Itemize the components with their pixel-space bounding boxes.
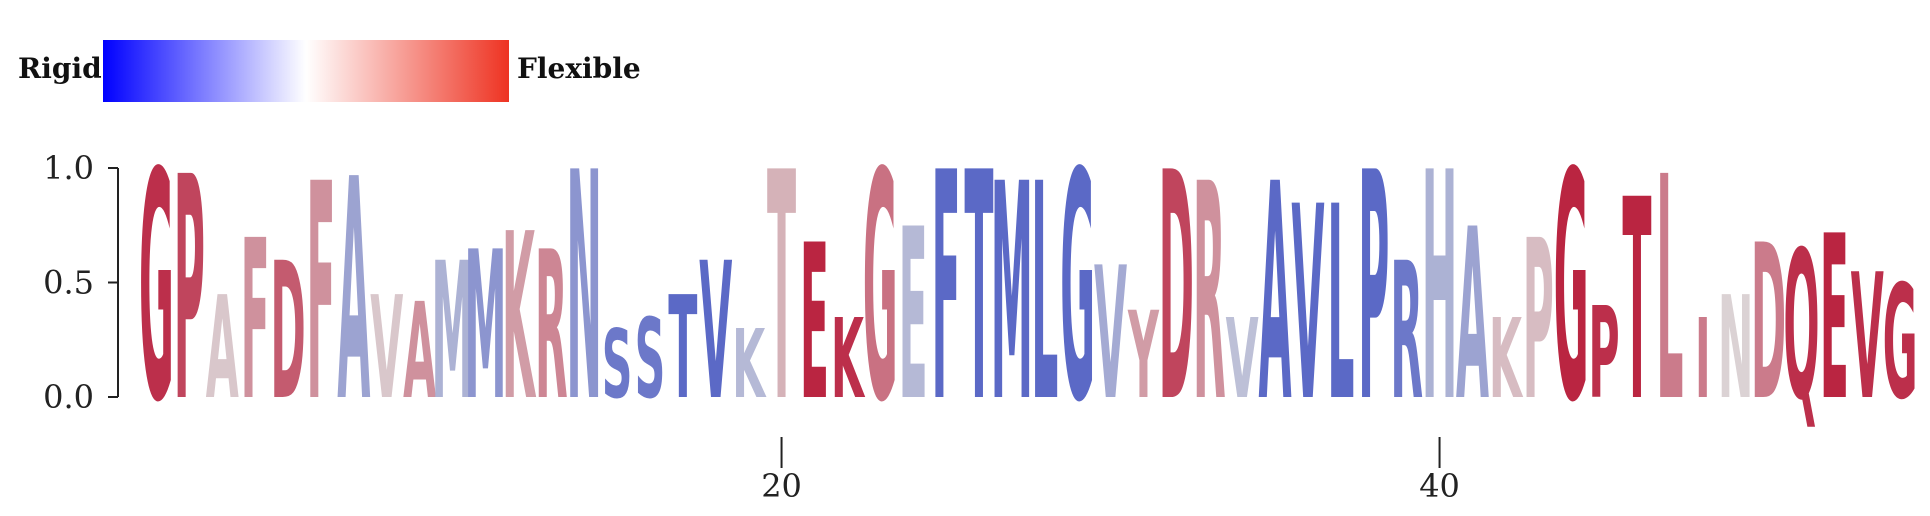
logo-letter: A: [403, 276, 436, 429]
logo-letter: E: [1820, 189, 1849, 451]
x-ticks: 20 40: [761, 437, 1460, 505]
logo-letter: S: [602, 310, 633, 420]
logo-letter: R: [535, 208, 568, 445]
logo-letter: I: [1695, 296, 1711, 423]
y-tick-label: 1.0: [43, 149, 94, 187]
x-tick-label: 40: [1419, 467, 1460, 505]
logo-letter: L: [1656, 112, 1683, 470]
logo-letter: D: [270, 224, 305, 442]
logo-letter: E: [899, 179, 928, 454]
logo-letter: G: [863, 106, 898, 471]
logo-letter: R: [1193, 122, 1226, 468]
logo-letter: M: [464, 208, 506, 445]
logo-letter: G: [1060, 106, 1095, 471]
y-tick-label: 0.5: [43, 264, 94, 302]
logo-letter: A: [1259, 122, 1292, 468]
legend-flexible-label: Flexible: [517, 52, 641, 85]
logo-letter: K: [1489, 296, 1524, 423]
logo-letter: V: [1291, 151, 1324, 462]
logo-letter: G: [1883, 252, 1918, 435]
logo-letter: D: [1751, 201, 1786, 448]
y-tick-label: 0.0: [43, 378, 94, 416]
logo-letter: G: [1554, 106, 1589, 471]
logo-letter: V: [370, 266, 403, 431]
logo-letter: H: [1422, 106, 1458, 471]
y-ticks: 0.0 0.5 1.0: [43, 149, 118, 416]
logo-letter: T: [767, 106, 796, 471]
logo-letter: T: [1622, 141, 1651, 463]
logo-letter: K: [732, 310, 766, 420]
y-axis: 0.0 0.5 1.0: [43, 149, 119, 416]
legend-rigid-label: Rigid: [18, 52, 102, 85]
logo-letter: E: [800, 201, 829, 448]
logo-letter: V: [1851, 237, 1884, 437]
legend: Rigid Flexible: [18, 40, 641, 102]
logo-letter: F: [241, 195, 270, 449]
logo-letter: R: [1390, 224, 1423, 442]
logo-letter: S: [635, 296, 666, 423]
logo-letter: A: [206, 266, 239, 431]
x-tick-label: 20: [761, 467, 802, 505]
logo-letter: K: [502, 185, 536, 451]
logo-letter: T: [668, 266, 697, 431]
logo-letter: N: [566, 106, 602, 471]
logo-letter: T: [964, 106, 993, 471]
logo-letter: Q: [1783, 208, 1819, 445]
logo-letter: A: [337, 116, 370, 470]
logo-letter: N: [1718, 266, 1754, 431]
logo-letter: F: [931, 106, 960, 471]
legend-colorbar: [103, 40, 509, 102]
logo-letter: L: [1327, 151, 1354, 462]
logo-letter: V: [699, 224, 732, 442]
logo-letter: P: [1358, 106, 1389, 471]
logo-letter: D: [1159, 106, 1194, 471]
logo-letter: Y: [1127, 288, 1159, 426]
logo-letter: M: [991, 122, 1033, 468]
logo-letter: V: [1226, 296, 1259, 423]
logo-letter: V: [1094, 230, 1127, 441]
logo-letter: A: [1456, 179, 1489, 454]
logo-letter: G: [139, 106, 174, 471]
logo-letter: K: [831, 296, 866, 423]
logo-letter: P: [174, 112, 205, 470]
logo-letter: P: [1588, 282, 1619, 428]
logo-letter: L: [1031, 122, 1058, 468]
logo-letter: P: [1523, 195, 1554, 449]
logo-letter: F: [306, 122, 335, 468]
logo-letter: M: [431, 224, 473, 442]
